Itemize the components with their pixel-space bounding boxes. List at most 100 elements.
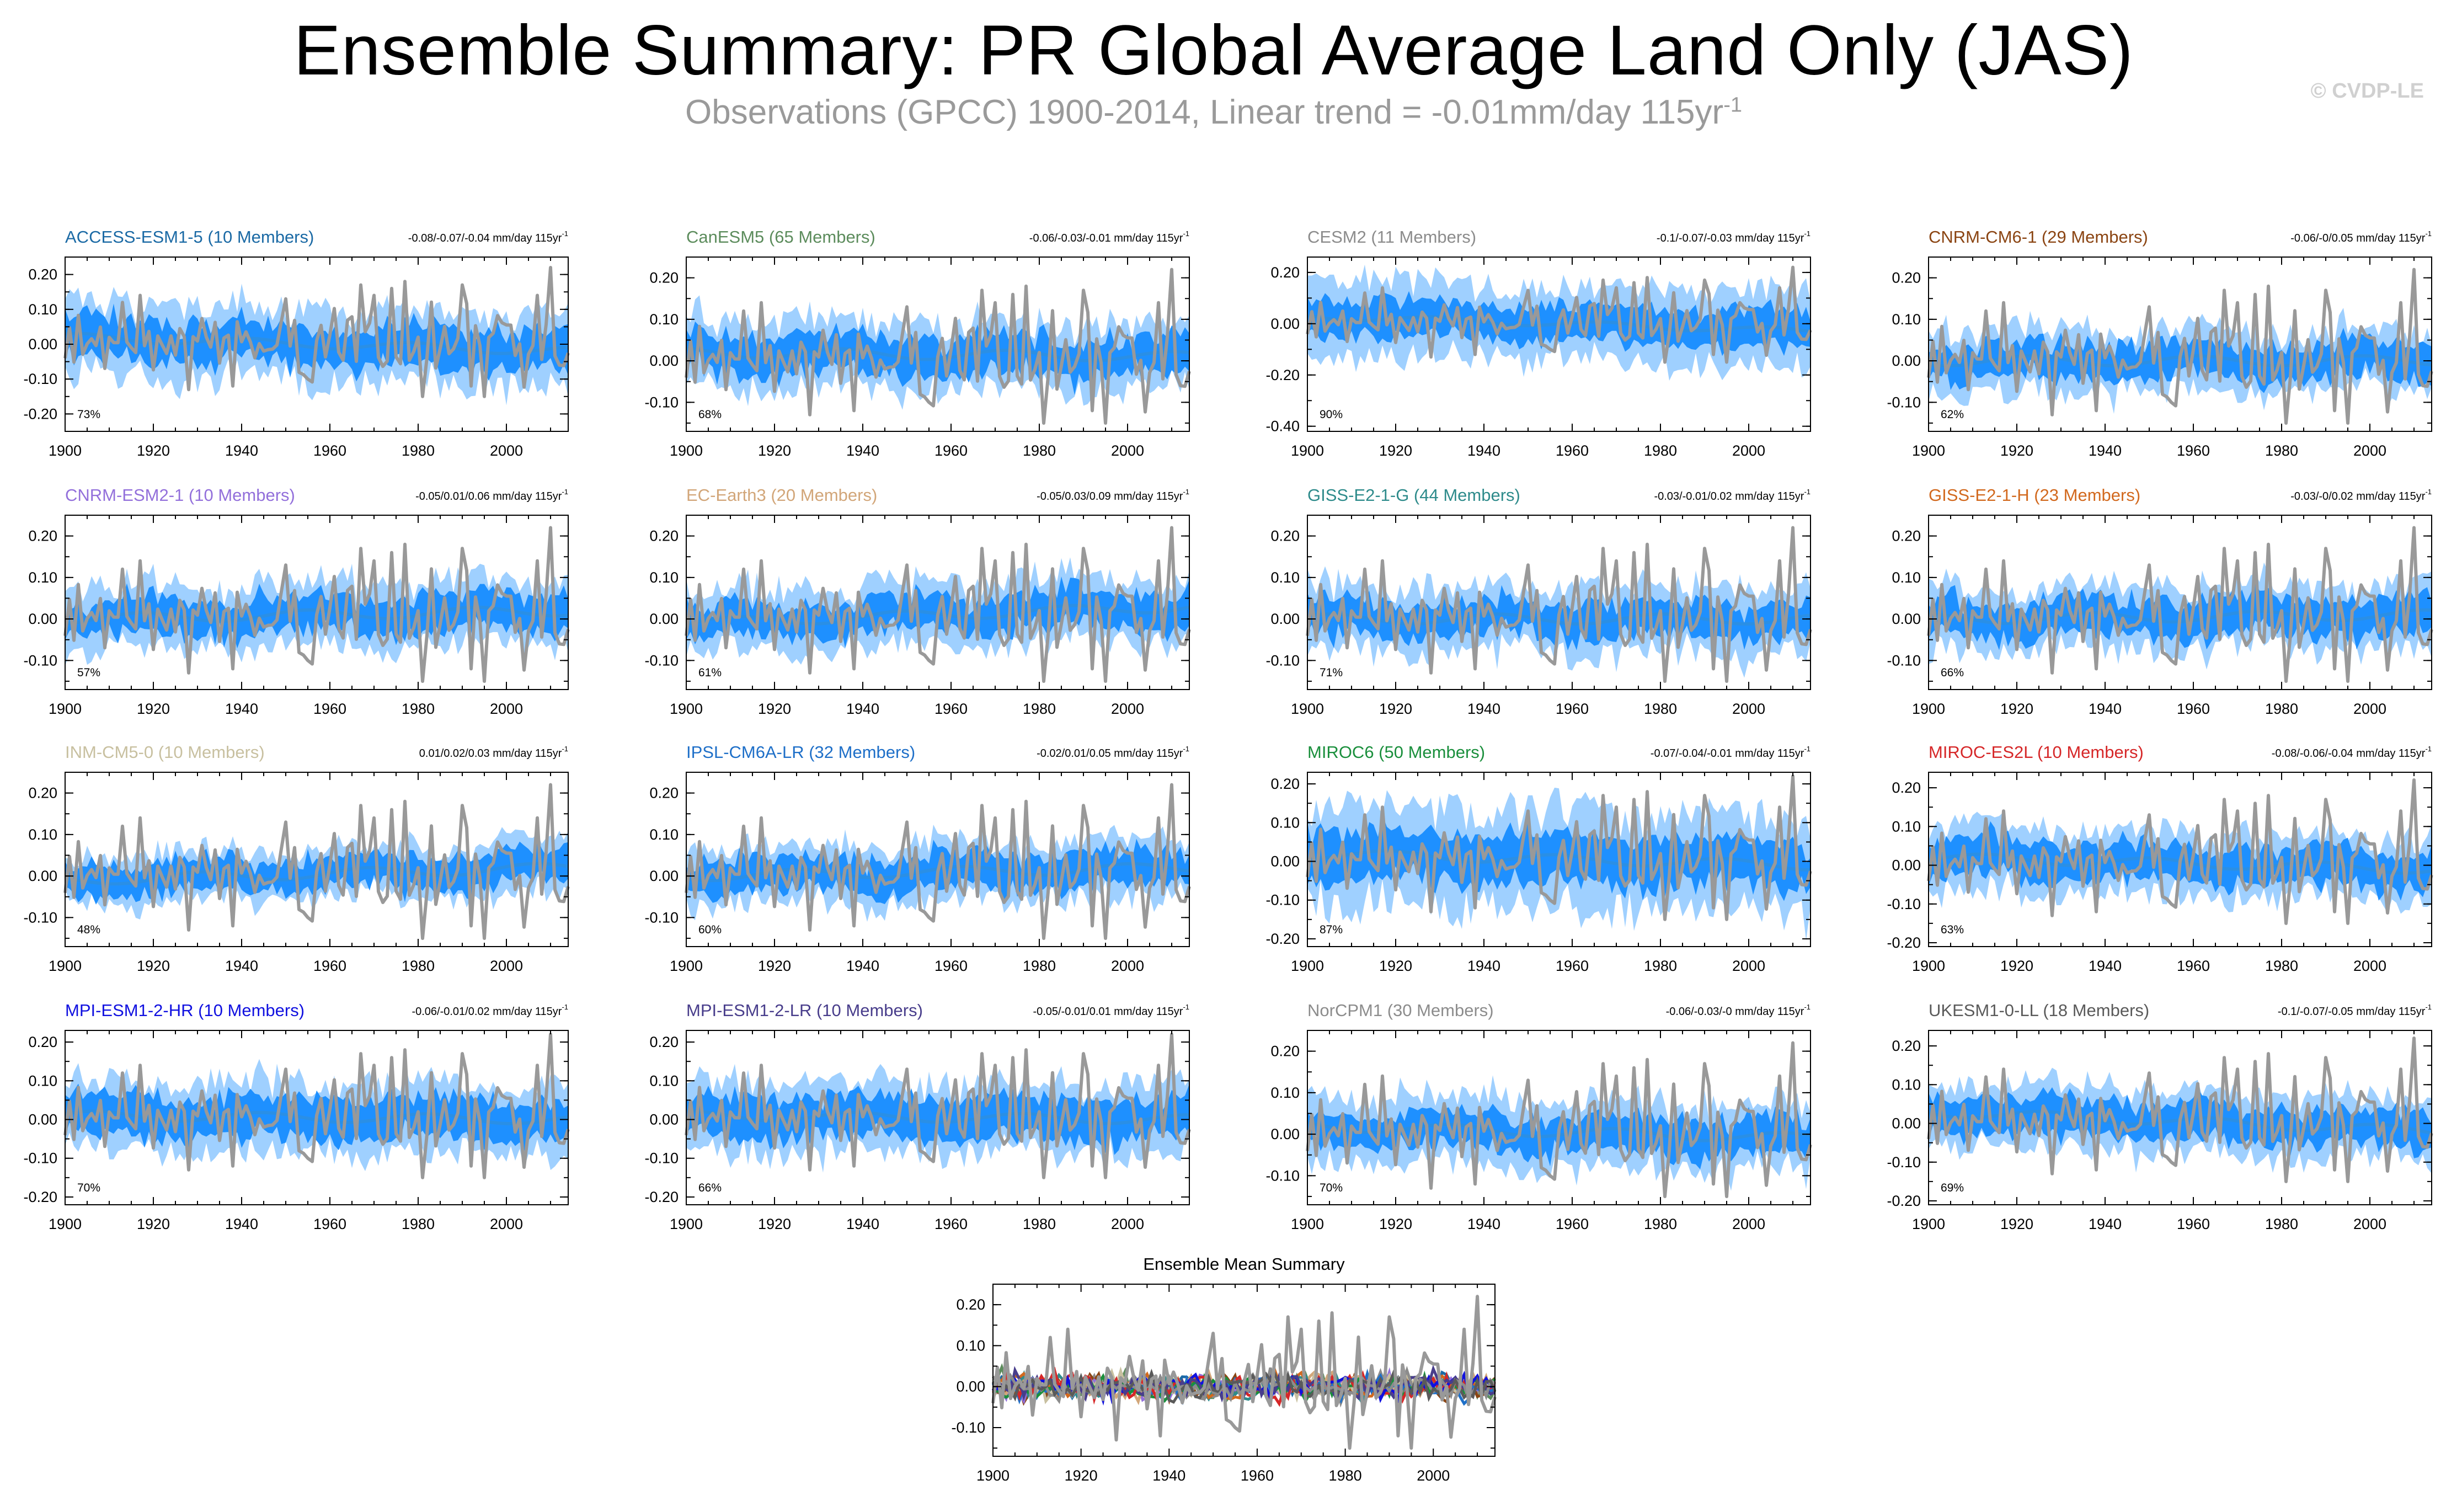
x-tick-label: 1920: [137, 958, 170, 974]
y-tick-label: -0.20: [23, 405, 57, 422]
y-tick-label: 0.10: [28, 1072, 57, 1089]
panel-title: ACCESS-ESM1-5 (10 Members): [65, 227, 314, 247]
y-tick-label: -0.10: [1887, 652, 1921, 669]
x-tick-label: 2000: [1111, 958, 1144, 974]
x-tick-label: 1980: [1023, 1216, 1056, 1232]
x-tick-label: 2000: [1732, 1216, 1765, 1232]
panel-title: IPSL-CM6A-LR (32 Members): [686, 742, 915, 762]
y-tick-label: -0.10: [644, 394, 679, 410]
percent-label: 73%: [77, 408, 100, 421]
plot-frame: [65, 515, 569, 690]
x-tick-label: 1900: [49, 958, 82, 974]
y-tick-label: -0.10: [644, 652, 679, 669]
panel-title: Ensemble Mean Summary: [1143, 1254, 1345, 1274]
panel-trend: -0.06/-0.03/-0.01 mm/day 115yr-1: [1029, 229, 1189, 244]
y-tick-label: 0.10: [28, 569, 57, 586]
x-tick-label: 1920: [1379, 1216, 1412, 1232]
panel-title: MIROC6 (50 Members): [1307, 742, 1485, 762]
y-tick-label: -0.20: [23, 1189, 57, 1205]
panel-trend-superscript: -1: [1804, 229, 1811, 238]
y-tick-label: 0.00: [649, 868, 679, 884]
percent-label: 62%: [1941, 408, 1964, 421]
x-tick-label: 2000: [1111, 442, 1144, 459]
panel-trend-superscript: -1: [2425, 1003, 2432, 1011]
x-tick-label: 1940: [846, 701, 879, 717]
x-tick-label: 1900: [1291, 1216, 1324, 1232]
y-tick-label: -0.10: [23, 371, 57, 387]
x-tick-label: 1900: [1912, 958, 1945, 974]
panel-trend: -0.03/-0.01/0.02 mm/day 115yr-1: [1654, 488, 1811, 503]
x-tick-label: 1900: [1912, 701, 1945, 717]
x-tick-label: 1980: [402, 1216, 435, 1232]
plot-frame: [1928, 772, 2432, 947]
x-tick-label: 1960: [934, 442, 968, 459]
plot-frame: [65, 1030, 569, 1205]
x-tick-label: 1960: [313, 1216, 346, 1232]
y-tick-label: 0.10: [1270, 814, 1300, 831]
y-tick-label: -0.10: [23, 909, 57, 926]
subtitle-superscript: -1: [1723, 93, 1742, 117]
panel-trend-superscript: -1: [562, 1003, 568, 1011]
observations-line: [685, 1033, 1191, 1179]
x-tick-label: 1940: [225, 442, 258, 459]
x-tick-label: 2000: [2353, 442, 2386, 459]
y-tick-label: 0.10: [956, 1337, 985, 1354]
y-tick-label: 0.20: [956, 1296, 985, 1313]
chart-panel: CNRM-ESM2-1 (10 Members) -0.05/0.01/0.06 …: [23, 485, 570, 717]
chart-panel: EC-Earth3 (20 Members) -0.05/0.03/0.09 mm…: [644, 485, 1191, 717]
x-tick-label: 1940: [1467, 1216, 1500, 1232]
chart-panel: MIROC6 (50 Members) -0.07/-0.04/-0.01 mm/…: [1265, 742, 1812, 974]
y-tick-label: -0.10: [1265, 1167, 1300, 1184]
panel-trend: -0.05/0.03/0.09 mm/day 115yr-1: [1037, 488, 1189, 503]
y-tick-label: 0.10: [28, 301, 57, 318]
chart-panel: INM-CM5-0 (10 Members) 0.01/0.02/0.03 mm/…: [23, 742, 570, 974]
panel-title: CNRM-CM6-1 (29 Members): [1929, 227, 2148, 247]
x-tick-label: 1940: [2089, 1216, 2122, 1232]
x-tick-label: 2000: [490, 958, 523, 974]
panel-title: INM-CM5-0 (10 Members): [65, 742, 265, 762]
panel-trend: -0.05/-0.01/0.01 mm/day 115yr-1: [1033, 1003, 1189, 1018]
y-tick-label: -0.20: [1265, 931, 1300, 947]
x-tick-label: 1940: [846, 442, 879, 459]
panel-title: MPI-ESM1-2-HR (10 Members): [65, 1001, 305, 1020]
y-tick-label: 0.00: [1270, 1126, 1300, 1142]
y-tick-label: -0.20: [644, 1189, 679, 1205]
y-tick-label: 0.00: [1892, 857, 1921, 874]
y-tick-label: 0.10: [649, 311, 679, 328]
chart-panel: MIROC-ES2L (10 Members) -0.08/-0.06/-0.04…: [1887, 742, 2433, 974]
plot-frame: [1307, 515, 1811, 690]
x-tick-label: 2000: [1111, 1216, 1144, 1232]
y-tick-label: 0.20: [28, 528, 57, 544]
y-tick-label: 0.00: [649, 352, 679, 369]
x-tick-label: 1960: [1556, 442, 1589, 459]
chart-panel: NorCPM1 (30 Members) -0.06/-0.03/-0 mm/da…: [1265, 1001, 1812, 1232]
x-tick-label: 1960: [2177, 442, 2210, 459]
x-tick-label: 1960: [313, 701, 346, 717]
y-tick-label: 0.10: [1270, 1084, 1300, 1101]
y-tick-label: 0.10: [649, 826, 679, 843]
panel-trend-superscript: -1: [1183, 229, 1189, 238]
x-tick-label: 1960: [934, 701, 968, 717]
y-tick-label: 0.00: [1270, 316, 1300, 332]
copyright-notice: © CVDP-LE: [2310, 79, 2424, 103]
chart-panel: CNRM-CM6-1 (29 Members) -0.06/-0/0.05 mm/…: [1887, 227, 2433, 459]
panel-trend: -0.08/-0.06/-0.04 mm/day 115yr-1: [2272, 745, 2432, 760]
x-tick-label: 1980: [1644, 701, 1677, 717]
panel-trend-superscript: -1: [562, 229, 568, 238]
x-tick-label: 1940: [1467, 442, 1500, 459]
x-tick-label: 1960: [2177, 1216, 2210, 1232]
x-tick-label: 1960: [313, 958, 346, 974]
y-tick-label: -0.10: [23, 1150, 57, 1167]
y-tick-label: 0.20: [649, 1034, 679, 1050]
x-tick-label: 1920: [1065, 1467, 1098, 1484]
x-tick-label: 2000: [2353, 958, 2386, 974]
x-tick-label: 1980: [2265, 958, 2298, 974]
chart-panel: UKESM1-0-LL (18 Members) -0.1/-0.07/-0.05…: [1887, 1001, 2433, 1232]
x-tick-label: 2000: [1732, 442, 1765, 459]
y-tick-label: 0.00: [1270, 611, 1300, 627]
panel-trend: -0.06/-0.01/0.02 mm/day 115yr-1: [412, 1003, 568, 1018]
percent-label: 57%: [77, 666, 100, 679]
x-tick-label: 1980: [402, 442, 435, 459]
y-tick-label: 0.00: [28, 336, 57, 352]
observations-line: [63, 783, 570, 940]
